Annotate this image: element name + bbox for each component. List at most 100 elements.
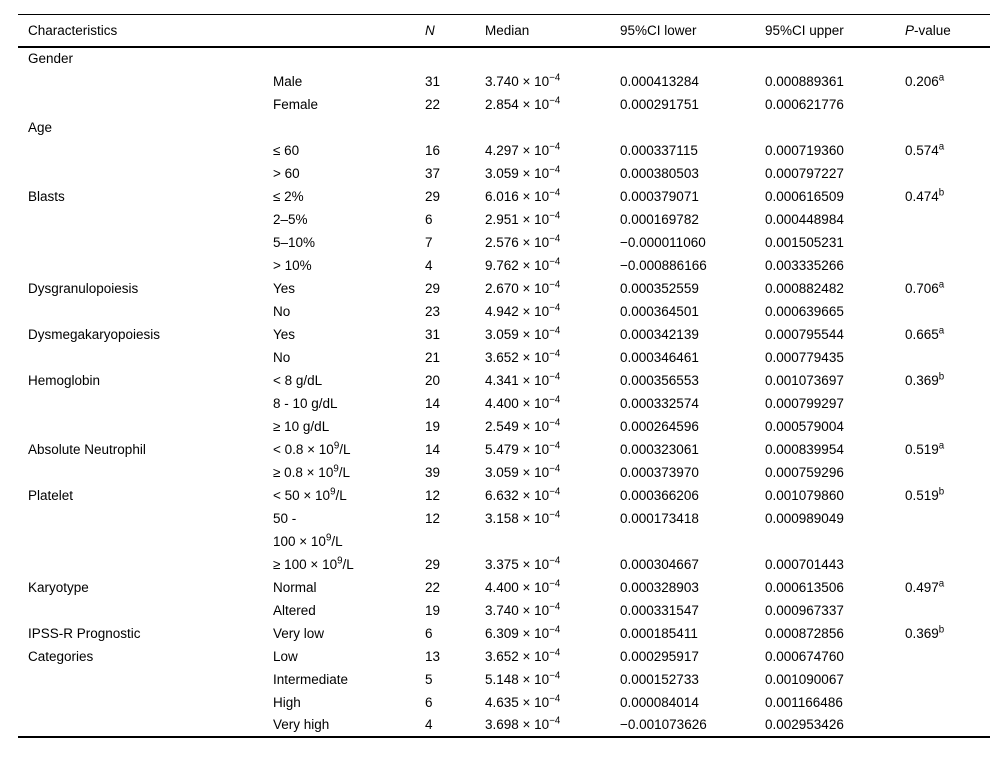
table-row: ≥ 10 g/dL 19 2.549 × 10−4 0.000264596 0.0005… [18, 415, 990, 438]
table-cell: 0.000674760 [765, 648, 844, 664]
table-cell: IPSS-R Prognostic [28, 625, 141, 641]
table-cell: 0.369b [905, 371, 945, 388]
table-cell [18, 599, 273, 622]
table-cell: 0.000889361 [765, 73, 844, 89]
table-cell: 5 [425, 671, 433, 687]
table-cell: Blasts [28, 188, 65, 204]
table-cell: 0.000380503 [620, 165, 699, 181]
table-cell: 6.309 × 10−4 [485, 624, 561, 641]
table-cell [18, 254, 273, 277]
table-cell: 0.000379071 [620, 188, 699, 204]
table-cell [905, 392, 990, 415]
table-cell [620, 47, 765, 70]
table-cell: 37 [425, 165, 441, 181]
table-cell [485, 116, 620, 139]
table-cell [905, 116, 990, 139]
table-cell [18, 392, 273, 415]
table-cell [905, 93, 990, 116]
table-cell [905, 231, 990, 254]
table-cell: 0.000989049 [765, 510, 844, 526]
table-cell: 2.549 × 10−4 [485, 417, 561, 434]
table-cell: 0.000701443 [765, 556, 844, 572]
table-cell: 0.000759296 [765, 464, 844, 480]
table-cell: 39 [425, 464, 441, 480]
table-cell: 0.000304667 [620, 556, 699, 572]
table-cell: 0.000616509 [765, 188, 844, 204]
characteristics-table-wrap: Characteristics N Median 95%CI lower 95%CI u… [18, 14, 990, 738]
table-cell: 0.665a [905, 325, 945, 342]
table-cell: 0.497a [905, 578, 945, 595]
table-cell: Male [273, 73, 303, 89]
table-cell: 3.740 × 10−4 [485, 601, 561, 618]
table-cell: 0.000185411 [620, 625, 698, 641]
table-cell [18, 714, 273, 737]
table-cell: 0.000352559 [620, 280, 699, 296]
table-cell: 0.000795544 [765, 326, 844, 342]
table-cell: Yes [273, 280, 296, 296]
table-cell [620, 530, 765, 553]
table-cell: 0.000084014 [620, 694, 699, 710]
column-header-5: 95%CI upper [765, 14, 905, 48]
table-cell: < 8 g/dL [273, 372, 323, 388]
table-cell: 6 [425, 211, 433, 227]
table-cell: 16 [425, 142, 441, 158]
table-cell: 0.000639665 [765, 303, 844, 319]
table-cell: No [273, 349, 291, 365]
table-row: High 6 4.635 × 10−4 0.000084014 0.001166486 [18, 691, 990, 714]
table-cell: 6.632 × 10−4 [485, 486, 561, 503]
table-cell [485, 530, 620, 553]
table-cell: ≥ 100 × 109/L [273, 555, 354, 572]
table-cell: 0.519b [905, 486, 945, 503]
table-cell [18, 162, 273, 185]
table-cell: 4.341 × 10−4 [485, 371, 561, 388]
table-cell: 0.000364501 [620, 303, 699, 319]
table-cell: 9.762 × 10−4 [485, 256, 561, 273]
table-cell: 5–10% [273, 234, 316, 250]
table-cell: 0.574a [905, 141, 945, 158]
table-cell: 3.698 × 10−4 [485, 715, 561, 732]
table-cell: 23 [425, 303, 441, 319]
table-cell: 0.000366206 [620, 487, 699, 503]
table-row: ≤ 60 16 4.297 × 10−4 0.000337115 0.000719360… [18, 139, 990, 162]
table-cell: 20 [425, 372, 441, 388]
table-cell: 3.375 × 10−4 [485, 555, 561, 572]
table-cell [18, 691, 273, 714]
table-cell: 14 [425, 441, 441, 457]
table-cell: 50 - [273, 510, 297, 526]
table-row: 100 × 109/L [18, 530, 990, 553]
table-cell: 19 [425, 418, 441, 434]
table-cell: 2.670 × 10−4 [485, 279, 561, 296]
table-cell: 6 [425, 694, 433, 710]
table-cell: Categories [28, 648, 94, 664]
table-cell: 0.001166486 [765, 694, 843, 710]
table-cell [18, 530, 273, 553]
table-cell: 0.000613506 [765, 579, 844, 595]
table-cell [905, 254, 990, 277]
table-cell [905, 530, 990, 553]
table-cell: ≥ 10 g/dL [273, 418, 330, 434]
table-cell: 0.000331547 [620, 602, 699, 618]
table-cell: 0.474b [905, 187, 945, 204]
table-cell: 22 [425, 96, 441, 112]
table-cell [18, 668, 273, 691]
table-row: Very high 4 3.698 × 10−4 −0.001073626 0.0029… [18, 714, 990, 737]
table-cell: 31 [425, 326, 441, 342]
table-cell: 0.000152733 [620, 671, 699, 687]
table-cell: Gender [28, 51, 74, 66]
table-cell: 5.148 × 10−4 [485, 670, 561, 687]
table-cell [18, 139, 273, 162]
table-cell: Yes [273, 326, 296, 342]
table-cell [905, 507, 990, 530]
table-cell [18, 231, 273, 254]
table-cell: High [273, 694, 301, 710]
table-cell: 0.002953426 [765, 717, 844, 732]
table-cell: 0.000295917 [620, 648, 699, 664]
table-cell [425, 530, 485, 553]
table-row: Male 31 3.740 × 10−4 0.000413284 0.000889361… [18, 70, 990, 93]
table-cell: 0.000882482 [765, 280, 844, 296]
table-cell: Absolute Neutrophil [28, 441, 146, 457]
table-cell: < 0.8 × 109/L [273, 440, 351, 457]
table-cell: 8 - 10 g/dL [273, 395, 338, 411]
table-head: Characteristics N Median 95%CI lower 95%CI u… [18, 14, 990, 48]
table-cell: 0.000779435 [765, 349, 844, 365]
